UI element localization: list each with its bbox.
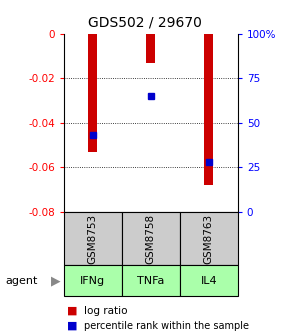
Text: log ratio: log ratio <box>84 306 128 316</box>
Text: IL4: IL4 <box>200 276 217 286</box>
Text: IFNg: IFNg <box>80 276 105 286</box>
Text: percentile rank within the sample: percentile rank within the sample <box>84 321 249 331</box>
Text: GSM8763: GSM8763 <box>204 213 214 264</box>
Text: TNFa: TNFa <box>137 276 164 286</box>
FancyBboxPatch shape <box>122 265 180 296</box>
FancyBboxPatch shape <box>122 212 180 265</box>
Text: GDS502 / 29670: GDS502 / 29670 <box>88 15 202 29</box>
FancyBboxPatch shape <box>180 212 238 265</box>
Bar <box>88 34 97 152</box>
Bar <box>146 34 155 62</box>
Bar <box>204 34 213 185</box>
Text: GSM8758: GSM8758 <box>146 213 156 264</box>
Text: ▶: ▶ <box>51 274 61 287</box>
Text: agent: agent <box>6 276 38 286</box>
FancyBboxPatch shape <box>64 212 122 265</box>
Text: ■: ■ <box>67 306 77 316</box>
FancyBboxPatch shape <box>180 265 238 296</box>
Text: ■: ■ <box>67 321 77 331</box>
Text: GSM8753: GSM8753 <box>88 213 98 264</box>
FancyBboxPatch shape <box>64 265 122 296</box>
